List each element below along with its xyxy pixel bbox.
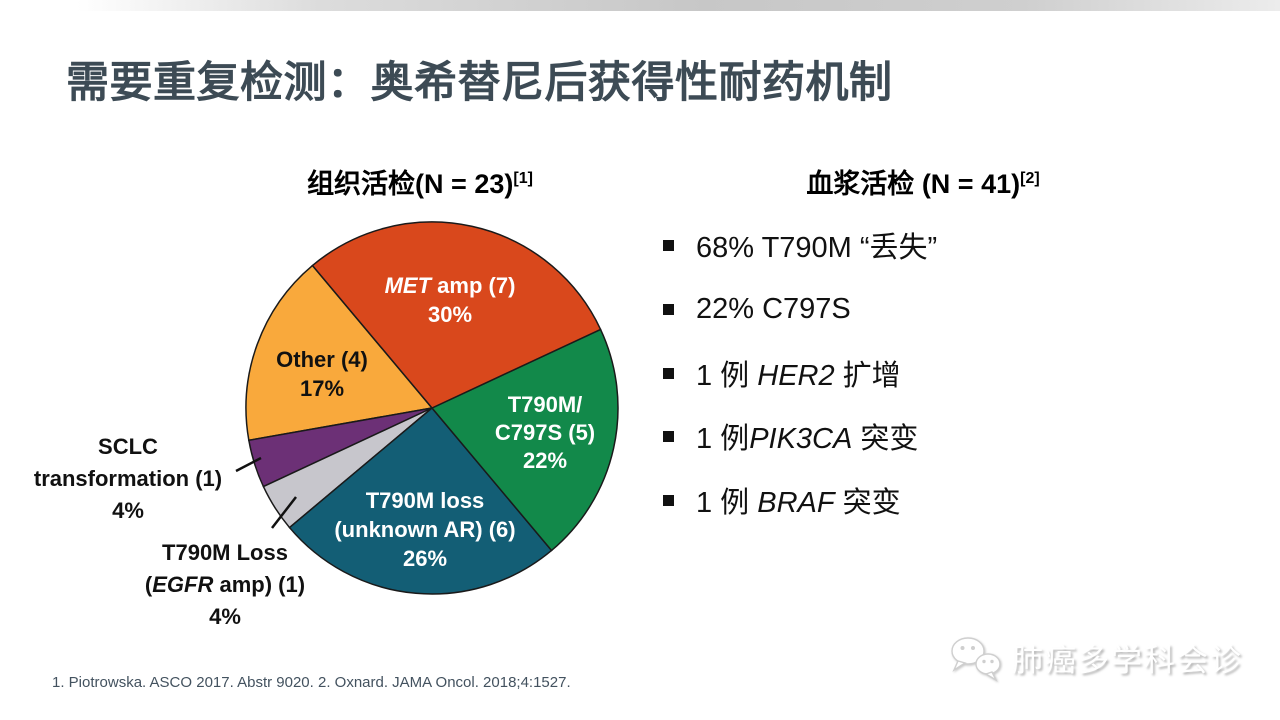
met-pct: 30% bbox=[427, 302, 473, 327]
slide-title: 需要重复检测：奥希替尼后获得性耐药机制 bbox=[66, 59, 893, 107]
green-line2: C797S (5) bbox=[494, 420, 596, 445]
pie-label-t790m-c797s: T790M/ C797S (5) 22% bbox=[460, 391, 630, 475]
other-line1: Other (4) bbox=[276, 347, 368, 372]
tissue-biopsy-ref: [1] bbox=[513, 170, 533, 187]
sclc-line2: transformation (1) bbox=[33, 466, 223, 491]
watermark-text: 肺癌多学科会诊 bbox=[1012, 642, 1243, 678]
plasma-biopsy-title: 血浆活检 (N = 41)[2] bbox=[723, 162, 1123, 201]
egfr-pre2: ( bbox=[144, 572, 153, 597]
teal-line1: T790M loss bbox=[365, 488, 485, 513]
met-rest: amp (7) bbox=[431, 273, 516, 298]
bullet-pik3ca: 1 例PIK3CA 突变 bbox=[663, 416, 918, 456]
green-line1: T790M/ bbox=[507, 392, 583, 417]
other-pct: 17% bbox=[299, 376, 345, 401]
plasma-biopsy-title-text: 血浆活检 (N = 41) bbox=[806, 169, 1021, 199]
green-pct: 22% bbox=[522, 448, 568, 473]
sclc-pct: 4% bbox=[112, 498, 144, 523]
pie-label-sclc: SCLC transformation (1) 4% bbox=[28, 431, 228, 527]
pie-label-egfr-amp: T790M Loss (EGFR amp) (1) 4% bbox=[125, 537, 325, 633]
leader-line-sclc bbox=[235, 456, 262, 473]
bullet-c797s-pct: 22% C797S bbox=[663, 289, 851, 329]
pie-slice-t790m-loss-unknown-ar bbox=[288, 406, 553, 595]
pie-label-t790m-loss: T790M loss (unknown AR) (6) 26% bbox=[315, 486, 535, 573]
bullet-t790m-loss-pct: 68% T790M “丢失” bbox=[663, 225, 937, 265]
pie-label-other: Other (4) 17% bbox=[242, 345, 402, 403]
pie-slice-met-amp bbox=[311, 221, 602, 409]
top-shadow-bar bbox=[0, 0, 1280, 11]
pie-chart-svg bbox=[235, 221, 619, 595]
pie-slice-t790m-c797s bbox=[430, 328, 619, 552]
sclc-line1: SCLC bbox=[98, 434, 158, 459]
leader-line-egfr bbox=[271, 496, 297, 529]
teal-pct: 26% bbox=[402, 546, 448, 571]
tissue-biopsy-title: 组织活检(N = 23)[1] bbox=[220, 162, 620, 201]
bullet-square-icon bbox=[663, 239, 674, 251]
wechat-logo-icon bbox=[951, 637, 1001, 682]
bullet-square-icon bbox=[663, 303, 674, 315]
bullet-square-icon bbox=[663, 430, 674, 442]
tissue-biopsy-title-text: 组织活检(N = 23) bbox=[307, 169, 514, 199]
egfr-italic: EGFR bbox=[152, 572, 214, 597]
met-italic: MET bbox=[384, 273, 432, 298]
bullet-square-icon bbox=[663, 367, 674, 379]
pie-slice-other bbox=[245, 264, 434, 442]
pie-label-met-amp: MET amp (7) 30% bbox=[350, 271, 550, 329]
bullet-her2: 1 例 HER2 扩增 bbox=[663, 353, 901, 393]
plasma-biopsy-ref: [2] bbox=[1020, 170, 1040, 187]
bullet-braf: 1 例 BRAF 突变 bbox=[663, 480, 901, 520]
egfr-line1: T790M Loss bbox=[162, 540, 288, 565]
teal-line2: (unknown AR) (6) bbox=[334, 517, 516, 542]
egfr-post2: amp) (1) bbox=[213, 572, 306, 597]
watermark: 肺癌多学科会诊 bbox=[946, 632, 1243, 682]
egfr-pct: 4% bbox=[209, 604, 241, 629]
citation-footnote: 1. Piotrowska. ASCO 2017. Abstr 9020. 2.… bbox=[52, 674, 571, 691]
pie-chart: MET amp (7) 30% Other (4) 17% T790M/ C79… bbox=[20, 215, 640, 629]
bullet-square-icon bbox=[663, 494, 674, 506]
